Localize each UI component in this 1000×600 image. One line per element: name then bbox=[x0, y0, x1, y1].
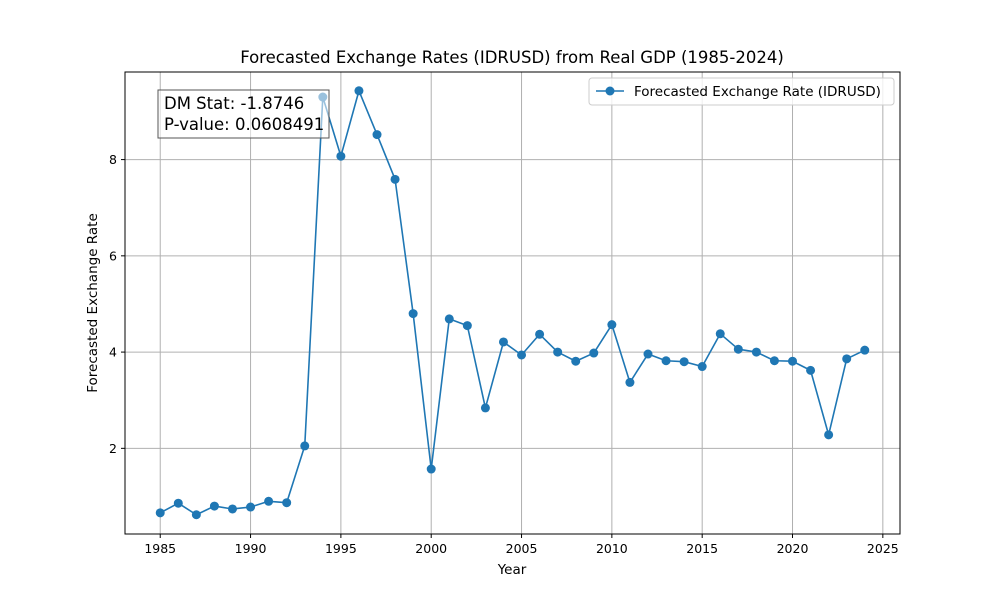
x-tick-label: 1995 bbox=[325, 541, 357, 556]
x-tick-label: 2010 bbox=[596, 541, 628, 556]
data-point-2008 bbox=[571, 356, 581, 366]
axis-ticks: 1985 1990 1995 2000 2005 2010 2015 2020 2025 2 4 6 8 bbox=[109, 152, 899, 556]
x-tick-label: 2025 bbox=[867, 541, 899, 556]
legend-label: Forecasted Exchange Rate (IDRUSD) bbox=[634, 84, 881, 100]
data-point-1988 bbox=[209, 501, 219, 511]
data-point-2012 bbox=[643, 349, 653, 359]
y-tick-label: 2 bbox=[109, 441, 117, 456]
data-point-2007 bbox=[553, 347, 563, 357]
data-point-1992 bbox=[282, 498, 292, 508]
legend-marker bbox=[605, 86, 615, 96]
data-point-2003 bbox=[480, 403, 490, 413]
data-point-1998 bbox=[390, 174, 400, 184]
data-point-2017 bbox=[733, 344, 743, 354]
series-line bbox=[159, 89, 866, 516]
data-point-2018 bbox=[751, 347, 761, 357]
data-point-2013 bbox=[661, 356, 671, 366]
data-point-2024 bbox=[860, 345, 870, 355]
x-tick-label: 2020 bbox=[777, 541, 809, 556]
data-point-1989 bbox=[227, 504, 237, 514]
x-axis-title: Year bbox=[497, 562, 527, 578]
y-tick-label: 4 bbox=[109, 345, 117, 360]
data-point-1991 bbox=[264, 496, 274, 506]
data-point-2006 bbox=[535, 329, 545, 339]
y-axis-title: Forecasted Exchange Rate bbox=[85, 213, 101, 393]
data-point-2009 bbox=[589, 348, 599, 358]
data-point-1990 bbox=[246, 502, 256, 512]
grid-lines bbox=[125, 72, 900, 534]
x-tick-label: 1990 bbox=[235, 541, 267, 556]
annotation-p-value: P-value: 0.0608491 bbox=[164, 115, 324, 134]
y-tick-label: 8 bbox=[109, 152, 117, 167]
data-point-2015 bbox=[697, 362, 707, 372]
series-layer bbox=[155, 86, 870, 520]
x-tick-label: 2000 bbox=[415, 541, 447, 556]
data-point-1993 bbox=[300, 441, 310, 451]
chart-title: Forecasted Exchange Rates (IDRUSD) from … bbox=[240, 48, 784, 67]
legend-box bbox=[588, 77, 895, 106]
data-point-1987 bbox=[191, 510, 201, 520]
dm-stat-annotation: DM Stat: -1.8746 P-value: 0.0608491 bbox=[157, 89, 330, 139]
data-point-1986 bbox=[173, 498, 183, 508]
data-point-2020 bbox=[788, 356, 798, 366]
data-point-2010 bbox=[607, 320, 617, 330]
x-tick-label: 1985 bbox=[144, 541, 176, 556]
annotation-dm-stat: DM Stat: -1.8746 bbox=[164, 94, 304, 113]
data-point-2016 bbox=[715, 329, 725, 339]
y-tick-label: 6 bbox=[109, 248, 117, 263]
data-point-2019 bbox=[769, 356, 779, 366]
data-point-2021 bbox=[806, 365, 816, 375]
data-point-2001 bbox=[444, 314, 454, 324]
x-tick-label: 2005 bbox=[506, 541, 538, 556]
data-point-1995 bbox=[336, 151, 346, 161]
data-point-2014 bbox=[679, 357, 689, 367]
legend: Forecasted Exchange Rate (IDRUSD) bbox=[588, 77, 895, 106]
data-point-1985 bbox=[155, 508, 165, 518]
data-point-2011 bbox=[625, 377, 635, 387]
data-point-2005 bbox=[517, 350, 527, 360]
data-point-2023 bbox=[842, 354, 852, 364]
data-point-2022 bbox=[824, 430, 834, 440]
data-point-1996 bbox=[354, 86, 364, 96]
data-point-2000 bbox=[426, 464, 436, 474]
annotation-box bbox=[157, 89, 330, 139]
x-tick-label: 2015 bbox=[686, 541, 718, 556]
data-point-1997 bbox=[372, 130, 382, 140]
data-point-2004 bbox=[498, 337, 508, 347]
data-point-2002 bbox=[462, 321, 472, 331]
plot-frame bbox=[124, 71, 901, 535]
data-point-1999 bbox=[408, 309, 418, 319]
